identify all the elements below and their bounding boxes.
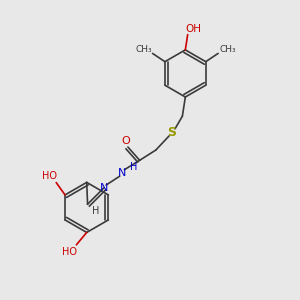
Text: H: H	[92, 206, 100, 216]
Text: N: N	[118, 168, 126, 178]
Text: N: N	[100, 183, 108, 193]
Text: O: O	[121, 136, 130, 146]
Text: CH₃: CH₃	[220, 45, 236, 54]
Text: OH: OH	[186, 24, 202, 34]
Text: HO: HO	[61, 247, 76, 256]
Text: CH₃: CH₃	[135, 45, 152, 54]
Text: H: H	[130, 162, 137, 172]
Text: HO: HO	[42, 171, 57, 181]
Text: S: S	[168, 126, 177, 139]
